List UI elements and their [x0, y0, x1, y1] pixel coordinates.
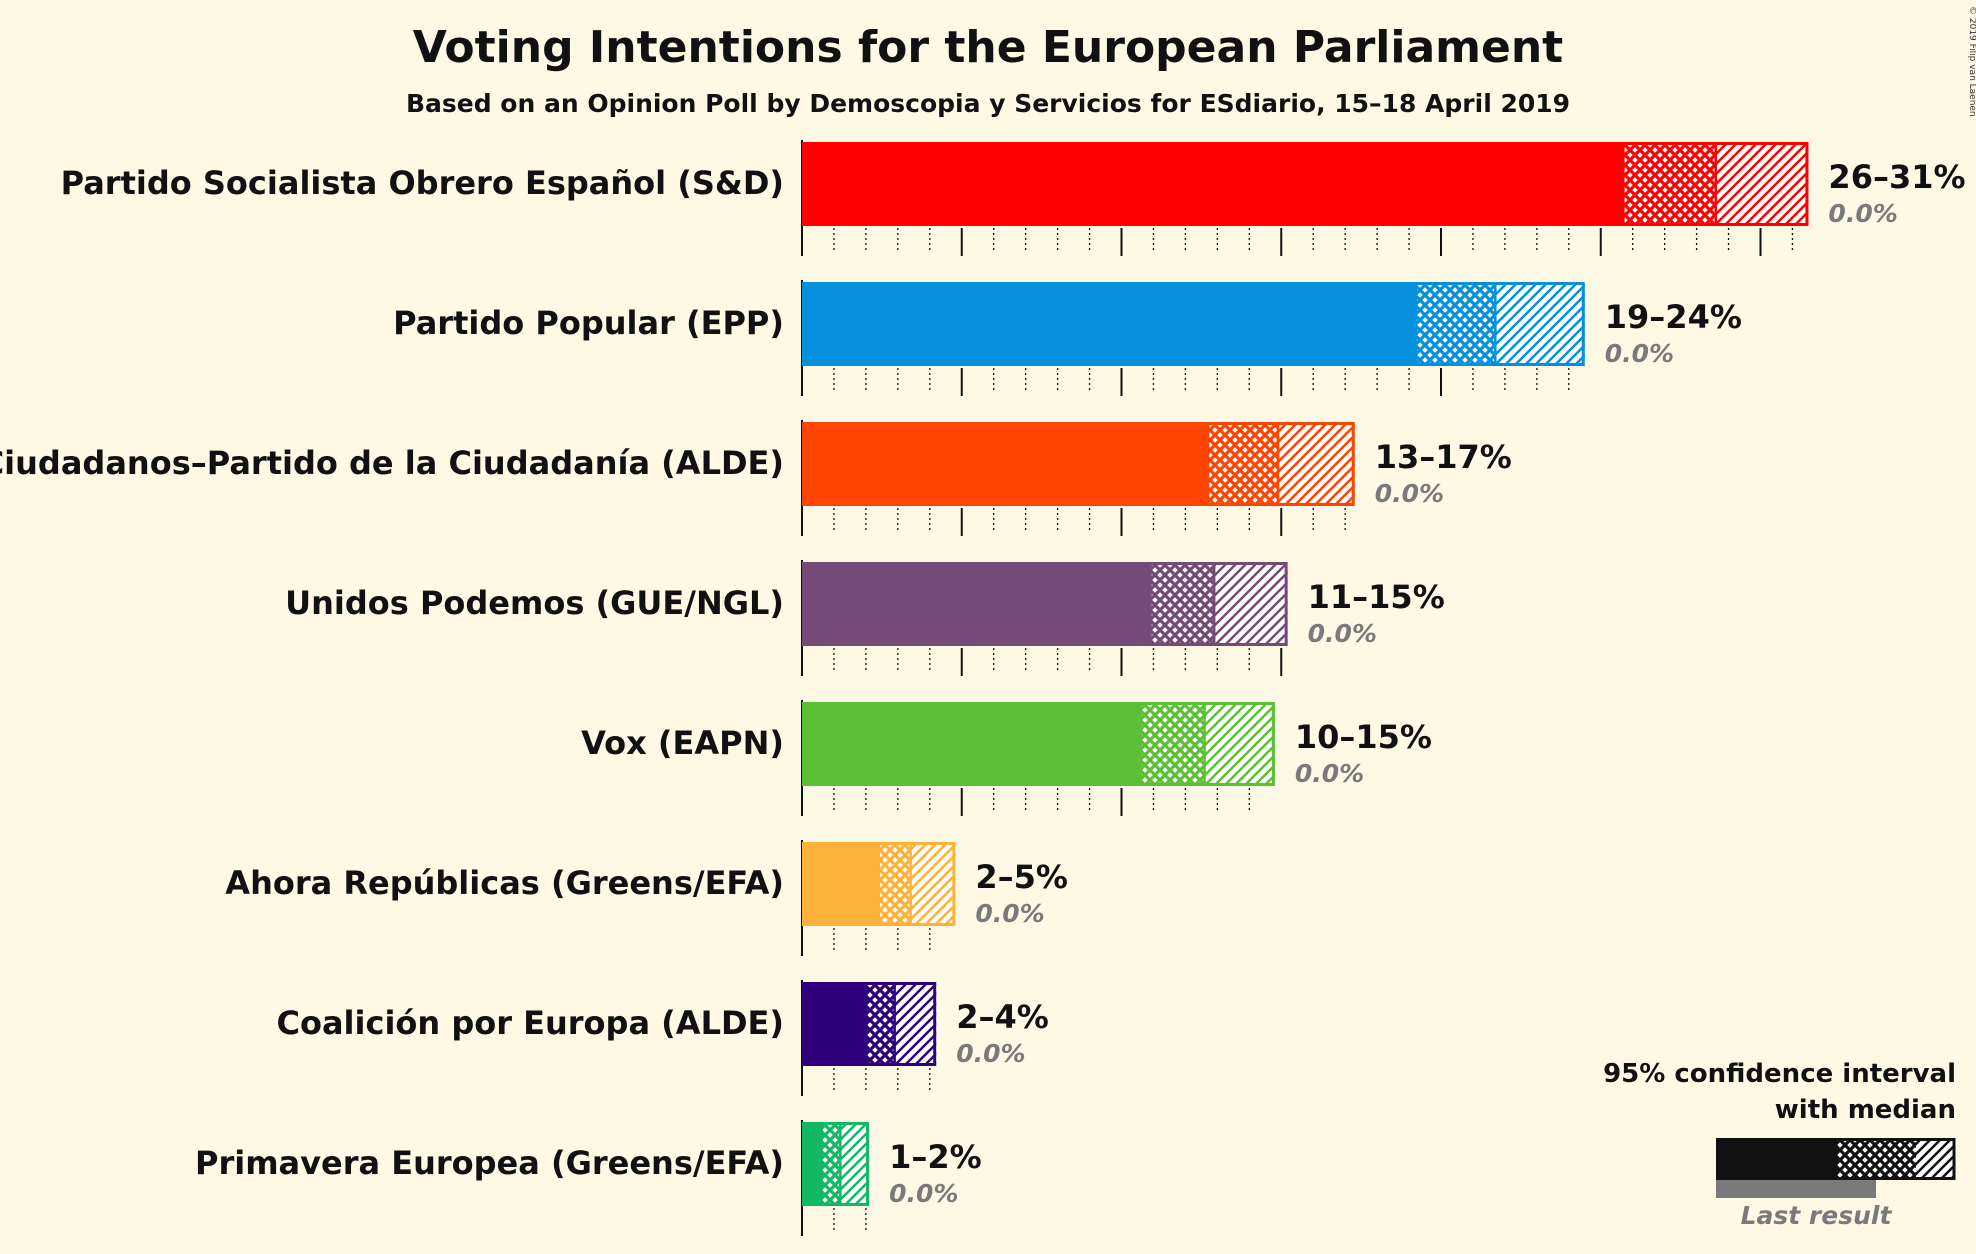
bar-ci-upper [910, 844, 956, 924]
last-result-label: 0.0% [1605, 339, 1674, 368]
bar-solid [802, 982, 866, 1066]
gridlines [833, 1208, 867, 1232]
last-result-label: 0.0% [889, 1179, 958, 1208]
last-result-label: 0.0% [956, 1039, 1025, 1068]
gridlines [833, 228, 1794, 256]
bar-ci-upper [1204, 704, 1275, 784]
party-label: Ciudadanos–Partido de la Ciudadanía (ALD… [0, 444, 784, 482]
last-result-label: 0.0% [1375, 479, 1444, 508]
range-label: 13–17% [1375, 438, 1512, 476]
bar-ci-lower [1623, 144, 1716, 224]
bar-ci-lower [1150, 564, 1215, 644]
party-row: Ahora Repúblicas (Greens/EFA) 2–5% 0.0% [225, 840, 1068, 956]
party-row: Coalición por Europa (ALDE) 2–4% 0.0% [276, 980, 1049, 1096]
party-row: Primavera Europea (Greens/EFA) 1–2% 0.0% [195, 1120, 982, 1236]
party-row: Partido Socialista Obrero Español (S&D) 2… [61, 140, 1966, 256]
bar-ci-outline [1206, 422, 1355, 506]
range-label: 1–2% [889, 1138, 982, 1176]
bar-ci-upper [840, 1124, 870, 1204]
bar-solid [802, 422, 1208, 506]
chart-subtitle: Based on an Opinion Poll by Demoscopia y… [406, 89, 1570, 118]
party-label: Partido Popular (EPP) [393, 304, 784, 342]
bar-ci-outline [1139, 702, 1275, 786]
party-label: Vox (EAPN) [581, 724, 784, 762]
last-result-label: 0.0% [1308, 619, 1377, 648]
copyright-note: © 2019 Filip van Laenen [1967, 6, 1976, 117]
bar-ci-lower [1207, 424, 1279, 504]
bar-ci-outline [864, 982, 937, 1066]
bar-ci-outline [819, 1122, 870, 1206]
legend-diag-swatch [1916, 1140, 1954, 1178]
last-result-label: 0.0% [975, 899, 1044, 928]
party-row: Ciudadanos–Partido de la Ciudadanía (ALD… [0, 420, 1512, 536]
party-label: Ahora Repúblicas (Greens/EFA) [225, 864, 784, 902]
last-result-label: 0.0% [1828, 199, 1897, 228]
gridlines [833, 788, 1250, 816]
legend-cross-swatch [1836, 1140, 1916, 1178]
party-row: Vox (EAPN) 10–15% 0.0% [581, 700, 1432, 816]
party-label: Primavera Europea (Greens/EFA) [195, 1144, 784, 1182]
bar-solid [802, 702, 1141, 786]
bar-ci-outline [877, 842, 956, 926]
gridlines [833, 928, 931, 952]
legend-title-line1: 95% confidence interval [1603, 1059, 1956, 1089]
legend-solid-swatch [1716, 1138, 1836, 1180]
bar-ci-upper [1214, 564, 1288, 644]
bar-ci-outline [1413, 282, 1585, 366]
gridlines [833, 368, 1570, 396]
bar-ci-outline [1148, 562, 1288, 646]
bar-ci-lower [878, 844, 911, 924]
range-label: 11–15% [1308, 578, 1445, 616]
last-result-label: 0.0% [1295, 759, 1364, 788]
party-row: Partido Popular (EPP) 19–24% 0.0% [393, 280, 1742, 396]
legend-last-result-label: Last result [1741, 1201, 1893, 1230]
bar-solid [802, 842, 879, 926]
bar-ci-lower [1415, 284, 1496, 364]
chart-title: Voting Intentions for the European Parli… [413, 22, 1563, 73]
bar-ci-lower [865, 984, 895, 1064]
party-label: Unidos Podemos (GUE/NGL) [285, 584, 784, 622]
party-label: Partido Socialista Obrero Español (S&D) [61, 164, 784, 202]
bar-ci-upper [894, 984, 937, 1064]
bar-solid [802, 142, 1624, 226]
plot-area: Partido Socialista Obrero Español (S&D) 2… [0, 140, 1966, 1236]
bar-ci-upper [1278, 424, 1355, 504]
legend: 95% confidence interval with median Last r… [1603, 1059, 1956, 1230]
party-row: Unidos Podemos (GUE/NGL) 11–15% 0.0% [285, 560, 1445, 676]
bar-solid [802, 562, 1151, 646]
bar-ci-lower [821, 1124, 841, 1204]
legend-title-line2: with median [1775, 1095, 1956, 1125]
bar-solid [802, 282, 1416, 366]
bar-ci-upper [1715, 144, 1809, 224]
legend-last-result-swatch [1716, 1180, 1876, 1198]
range-label: 19–24% [1605, 298, 1742, 336]
legend-outline [1834, 1138, 1956, 1180]
range-label: 2–4% [956, 998, 1049, 1036]
party-label: Coalición por Europa (ALDE) [276, 1004, 784, 1042]
bar-ci-upper [1495, 284, 1585, 364]
bar-solid [802, 1122, 822, 1206]
range-label: 10–15% [1295, 718, 1432, 756]
range-label: 26–31% [1828, 158, 1965, 196]
bar-ci-lower [1140, 704, 1205, 784]
range-label: 2–5% [975, 858, 1068, 896]
gridlines [833, 1068, 931, 1092]
gridlines [833, 508, 1346, 536]
gridlines [833, 648, 1283, 676]
